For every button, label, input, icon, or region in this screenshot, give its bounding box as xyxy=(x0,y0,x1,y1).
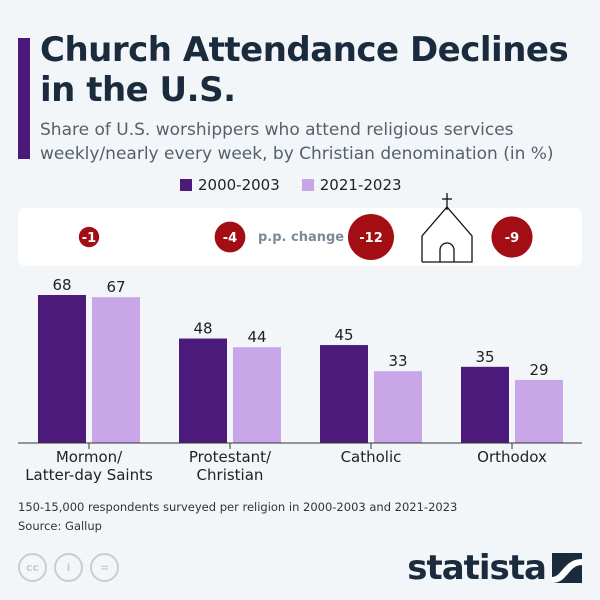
attribution-icon[interactable]: i xyxy=(54,553,83,582)
legend-swatch-2 xyxy=(301,179,314,191)
title-accent-bar xyxy=(18,38,30,159)
bar-2-1 xyxy=(92,297,140,443)
data-label: 68 xyxy=(52,276,71,294)
data-label: 29 xyxy=(529,361,548,379)
bar-2-3 xyxy=(374,371,422,443)
legend-item-1: 2000-2003 xyxy=(180,176,280,194)
bar-2-4 xyxy=(515,379,563,443)
source: Source: Gallup xyxy=(18,519,102,533)
legend-swatch-1 xyxy=(180,179,192,191)
x-tick-label: Catholic xyxy=(341,448,402,466)
footnote: 150-15,000 respondents surveyed per reli… xyxy=(18,500,458,514)
bar-1-4 xyxy=(461,366,509,443)
change-bubble xyxy=(348,214,394,260)
title-line-1: Church Attendance Declines xyxy=(40,30,569,70)
change-bubble xyxy=(78,226,100,248)
change-legend-label: p.p. change xyxy=(258,230,344,245)
statista-logo[interactable]: statista xyxy=(407,548,582,588)
bar-1-3 xyxy=(320,345,368,443)
data-label: 35 xyxy=(475,348,494,366)
brand-name: statista xyxy=(407,548,547,588)
bar-1-1 xyxy=(38,295,86,443)
change-label: -4 xyxy=(223,231,237,246)
data-label: 33 xyxy=(388,352,407,370)
change-panel xyxy=(18,208,582,266)
x-tick-label: Latter-day Saints xyxy=(25,466,153,484)
x-tick-label: Protestant/ xyxy=(189,448,272,466)
creative-commons-icon[interactable]: cc xyxy=(18,553,47,582)
church-icon xyxy=(421,193,473,263)
x-tick-label: Christian xyxy=(197,466,264,484)
data-label: 45 xyxy=(334,326,353,344)
data-label: 48 xyxy=(193,320,212,338)
change-label: -9 xyxy=(505,231,519,246)
statista-logo-icon xyxy=(552,553,582,583)
bar-1-2 xyxy=(179,338,227,443)
change-bubble xyxy=(491,216,533,258)
data-label: 44 xyxy=(247,328,266,346)
title-line-2: in the U.S. xyxy=(40,70,236,110)
legend-label-2: 2021-2023 xyxy=(319,176,402,194)
bar-2-2 xyxy=(233,347,281,443)
page-title: Church Attendance Declines in the U.S. xyxy=(40,30,569,110)
data-label: 67 xyxy=(106,278,125,296)
x-tick-label: Mormon/ xyxy=(56,448,123,466)
legend: 2000-2003 2021-2023 xyxy=(180,176,402,194)
subtitle-line-2: weekly/nearly every week, by Christian d… xyxy=(40,144,554,164)
legend-label-1: 2000-2003 xyxy=(198,176,280,194)
change-label: -12 xyxy=(359,231,383,246)
legend-item-2: 2021-2023 xyxy=(301,176,402,194)
subtitle: Share of U.S. worshippers who attend rel… xyxy=(40,118,595,166)
subtitle-line-1: Share of U.S. worshippers who attend rel… xyxy=(40,120,514,140)
change-bubble xyxy=(214,221,246,253)
change-label: -1 xyxy=(82,231,96,246)
no-derivatives-icon[interactable]: = xyxy=(90,553,119,582)
x-tick-label: Orthodox xyxy=(477,448,547,466)
